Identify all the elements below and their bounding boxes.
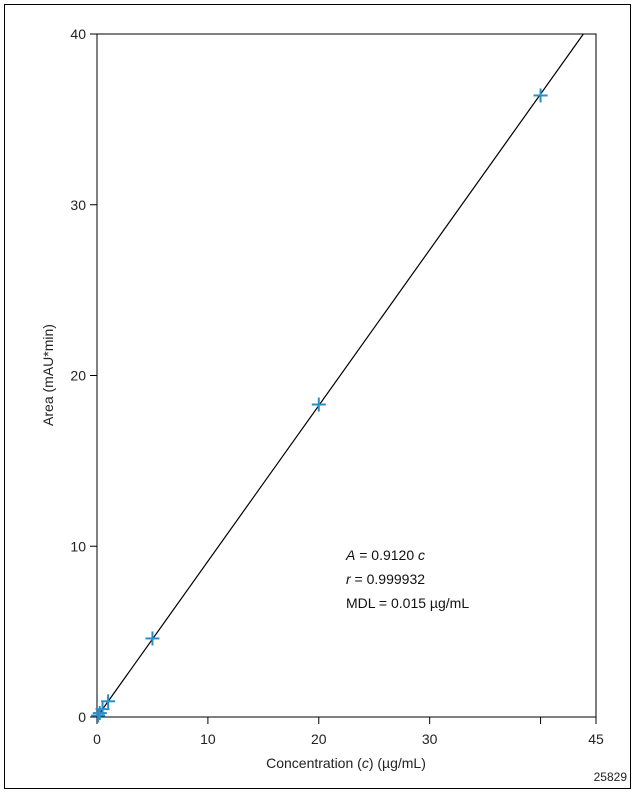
fit-line (96, 33, 584, 718)
data-point (95, 702, 110, 717)
y-tick-label: 40 (70, 26, 86, 42)
data-point (311, 397, 326, 412)
y-axis-label: Area (mAU*min) (40, 324, 56, 426)
r-annotation: r = 0.999932 (346, 571, 425, 587)
equation-c: c (418, 547, 425, 563)
figure-id: 25829 (594, 770, 628, 784)
data-point (533, 88, 548, 103)
y-tick-label: 10 (70, 538, 86, 554)
equation-text: = 0.9120 (355, 547, 418, 563)
y-axis: 0 10 20 30 40 (70, 26, 97, 725)
data-points (91, 88, 548, 723)
r-var: r (346, 571, 352, 587)
figure-frame (4, 4, 631, 789)
equation-annotation: A = 0.9120 c (345, 547, 425, 563)
x-label-var: c (362, 755, 369, 771)
x-label-suffix: ) (µg/mL) (369, 755, 426, 771)
x-tick-label: 45 (588, 731, 604, 747)
x-axis: 0 10 20 30 45 (93, 717, 604, 747)
x-tick-label: 10 (200, 731, 216, 747)
x-tick-label: 0 (93, 731, 101, 747)
y-tick-label: 20 (70, 368, 86, 384)
r-text: = 0.999932 (351, 571, 426, 587)
equation-var: A (345, 547, 355, 563)
x-tick-label: 30 (422, 731, 438, 747)
data-point (145, 631, 160, 646)
plot-area (96, 33, 597, 718)
y-tick-label: 30 (70, 197, 86, 213)
x-tick-label: 20 (311, 731, 327, 747)
x-label-prefix: Concentration ( (266, 755, 362, 771)
mdl-annotation: MDL = 0.015 µg/mL (346, 595, 469, 611)
x-axis-label: Concentration (c) (µg/mL) (266, 755, 426, 771)
fit-line-group (96, 33, 584, 718)
y-tick-label: 0 (78, 709, 86, 725)
data-point (101, 694, 116, 709)
